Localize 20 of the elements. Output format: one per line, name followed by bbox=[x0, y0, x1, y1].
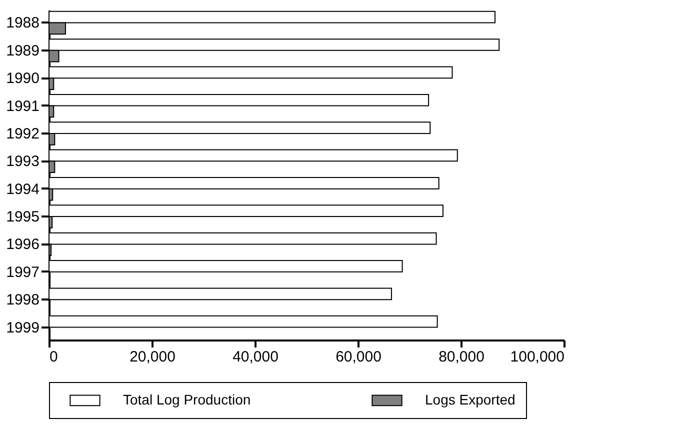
y-tick-label: 1995 bbox=[6, 208, 40, 226]
y-tick-label: 1991 bbox=[6, 98, 40, 115]
y-tick-label: 1989 bbox=[6, 42, 40, 60]
y-tick-label: 1994 bbox=[6, 180, 40, 198]
x-tick-label: 40,000 bbox=[232, 348, 278, 366]
x-tick-label: 20,000 bbox=[130, 348, 176, 366]
y-tick-label: 1998 bbox=[6, 292, 40, 309]
y-tick-label: 1996 bbox=[6, 236, 40, 254]
x-tick-label: 60,000 bbox=[336, 348, 382, 366]
y-tick-label: 1988 bbox=[6, 14, 40, 32]
x-tick-label: 0 bbox=[50, 348, 58, 366]
legend-label: Logs Exported bbox=[425, 391, 516, 408]
y-tick-label: 1997 bbox=[6, 264, 40, 281]
y-tick-label: 1999 bbox=[6, 319, 40, 336]
y-tick-label: 1990 bbox=[6, 70, 40, 88]
y-tick-label: 1992 bbox=[6, 125, 40, 142]
y-tick-label: 1993 bbox=[6, 153, 40, 170]
x-tick-label: 100,000 bbox=[510, 348, 564, 366]
x-tick-label: 80,000 bbox=[438, 348, 484, 366]
legend-label: Total Log Production bbox=[123, 391, 251, 408]
